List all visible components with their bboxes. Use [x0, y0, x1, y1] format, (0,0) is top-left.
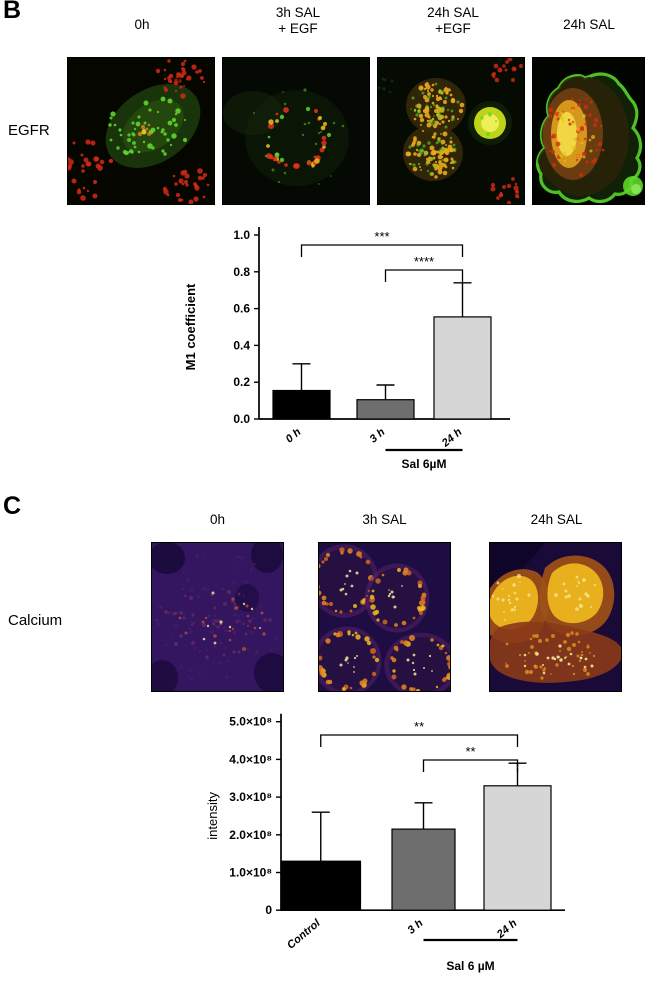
svg-text:0.6: 0.6: [233, 302, 250, 316]
svg-text:5.0×10⁸: 5.0×10⁸: [229, 715, 272, 729]
svg-text:0: 0: [265, 903, 272, 917]
svg-text:0.0: 0.0: [233, 412, 250, 426]
svg-text:3 h: 3 h: [368, 426, 388, 446]
svg-text:24 h: 24 h: [439, 426, 465, 450]
svg-text:0.2: 0.2: [233, 375, 250, 389]
svg-text:3 h: 3 h: [406, 917, 426, 937]
svg-text:1.0×10⁸: 1.0×10⁸: [229, 866, 272, 880]
svg-text:****: ****: [414, 254, 434, 269]
svg-text:Sal 6 µM: Sal 6 µM: [446, 959, 494, 973]
svg-text:0.8: 0.8: [233, 265, 250, 279]
svg-text:Sal 6µM: Sal 6µM: [402, 457, 447, 471]
svg-text:M1 coefficient: M1 coefficient: [183, 283, 198, 370]
svg-text:3.0×10⁸: 3.0×10⁸: [229, 790, 272, 804]
svg-text:0 h: 0 h: [284, 426, 304, 446]
svg-text:24 h: 24 h: [494, 917, 520, 941]
svg-text:**: **: [414, 719, 424, 734]
svg-text:1.0: 1.0: [233, 228, 250, 242]
svg-text:2.0×10⁸: 2.0×10⁸: [229, 828, 272, 842]
svg-text:intensity: intensity: [205, 792, 220, 840]
svg-text:0.4: 0.4: [233, 338, 250, 352]
svg-text:Control: Control: [285, 917, 323, 952]
svg-text:**: **: [465, 744, 475, 759]
svg-text:4.0×10⁸: 4.0×10⁸: [229, 752, 272, 766]
svg-text:***: ***: [374, 229, 389, 244]
